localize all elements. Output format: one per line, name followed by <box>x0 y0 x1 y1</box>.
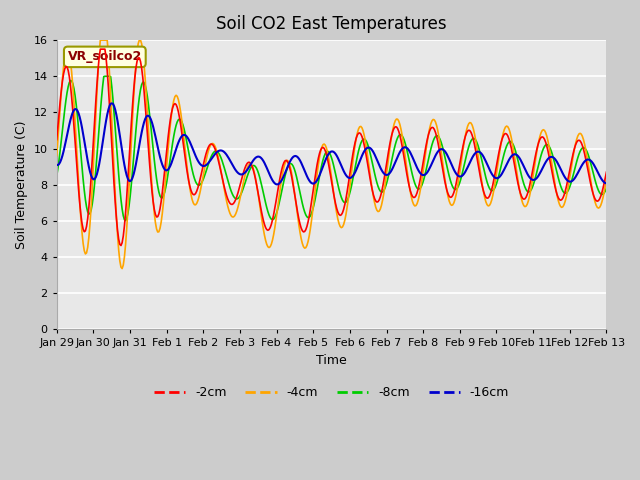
Text: VR_soilco2: VR_soilco2 <box>68 50 142 63</box>
Title: Soil CO2 East Temperatures: Soil CO2 East Temperatures <box>216 15 447 33</box>
Y-axis label: Soil Temperature (C): Soil Temperature (C) <box>15 120 28 249</box>
X-axis label: Time: Time <box>316 354 347 367</box>
Legend: -2cm, -4cm, -8cm, -16cm: -2cm, -4cm, -8cm, -16cm <box>149 381 514 404</box>
